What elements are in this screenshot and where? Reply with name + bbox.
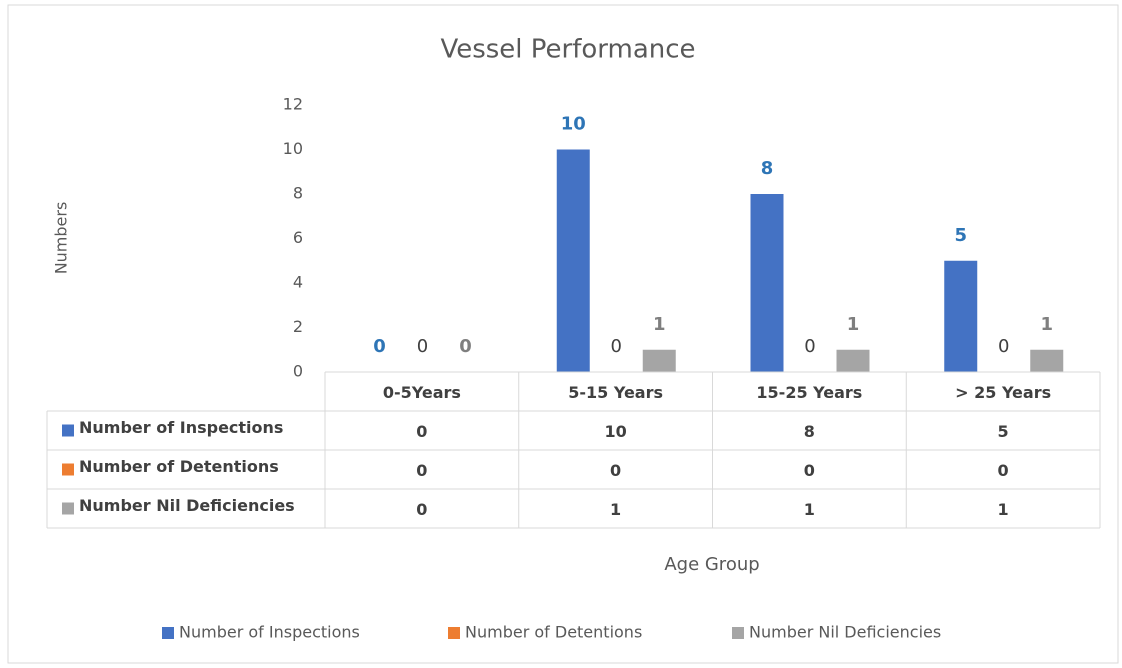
data-label: 1 [1040, 314, 1053, 335]
table-cell: 0 [610, 461, 621, 480]
legend-label: Number Nil Deficiencies [749, 623, 941, 642]
bar [1030, 349, 1064, 372]
y-tick-label: 12 [283, 95, 303, 114]
data-label: 0 [373, 336, 386, 357]
table-cell: 10 [604, 422, 626, 441]
data-label: 0 [459, 336, 472, 357]
data-label: 1 [653, 314, 666, 335]
table-cell: 5 [998, 422, 1009, 441]
y-tick-label: 4 [293, 273, 303, 292]
x-tick-label: > 25 Years [955, 383, 1051, 402]
table-row-label: Number of Inspections [79, 418, 283, 437]
y-axis-title: Numbers [52, 202, 71, 275]
data-label: 0 [804, 336, 815, 357]
legend-swatch [62, 502, 74, 515]
table-row-label: Number Nil Deficiencies [79, 496, 295, 515]
legend-swatch [162, 627, 174, 639]
y-tick-label: 6 [293, 228, 303, 247]
data-label: 8 [761, 158, 774, 179]
table-cell: 0 [998, 461, 1009, 480]
data-label: 0 [417, 336, 428, 357]
bar [556, 149, 590, 372]
table-cell: 8 [804, 422, 815, 441]
y-tick-label: 0 [293, 362, 303, 381]
bar [836, 349, 870, 372]
chart-title: Vessel Performance [440, 35, 695, 65]
data-label: 1 [847, 314, 860, 335]
legend-swatch [62, 424, 74, 437]
legend-label: Number of Inspections [179, 623, 360, 642]
bar [944, 260, 978, 372]
data-label: 0 [998, 336, 1009, 357]
bar [642, 349, 676, 372]
data-label: 5 [954, 225, 967, 246]
y-tick-label: 8 [293, 184, 303, 203]
table-row-label: Number of Detentions [79, 457, 279, 476]
y-tick-label: 10 [283, 139, 303, 158]
x-tick-label: 15-25 Years [756, 383, 862, 402]
table-cell: 0 [416, 500, 427, 519]
x-tick-label: 0-5Years [383, 383, 461, 402]
table-cell: 0 [416, 461, 427, 480]
table-cell: 1 [998, 500, 1009, 519]
legend-swatch [62, 463, 74, 476]
table-cell: 1 [804, 500, 815, 519]
x-axis-title: Age Group [664, 554, 759, 575]
legend-label: Number of Detentions [465, 623, 642, 642]
data-label: 0 [611, 336, 622, 357]
legend-swatch [732, 627, 744, 639]
legend-swatch [448, 627, 460, 639]
data-label: 10 [561, 114, 586, 135]
table-cell: 1 [610, 500, 621, 519]
table-cell: 0 [804, 461, 815, 480]
y-tick-label: 2 [293, 317, 303, 336]
bar [750, 194, 784, 372]
table-cell: 0 [416, 422, 427, 441]
x-tick-label: 5-15 Years [568, 383, 663, 402]
